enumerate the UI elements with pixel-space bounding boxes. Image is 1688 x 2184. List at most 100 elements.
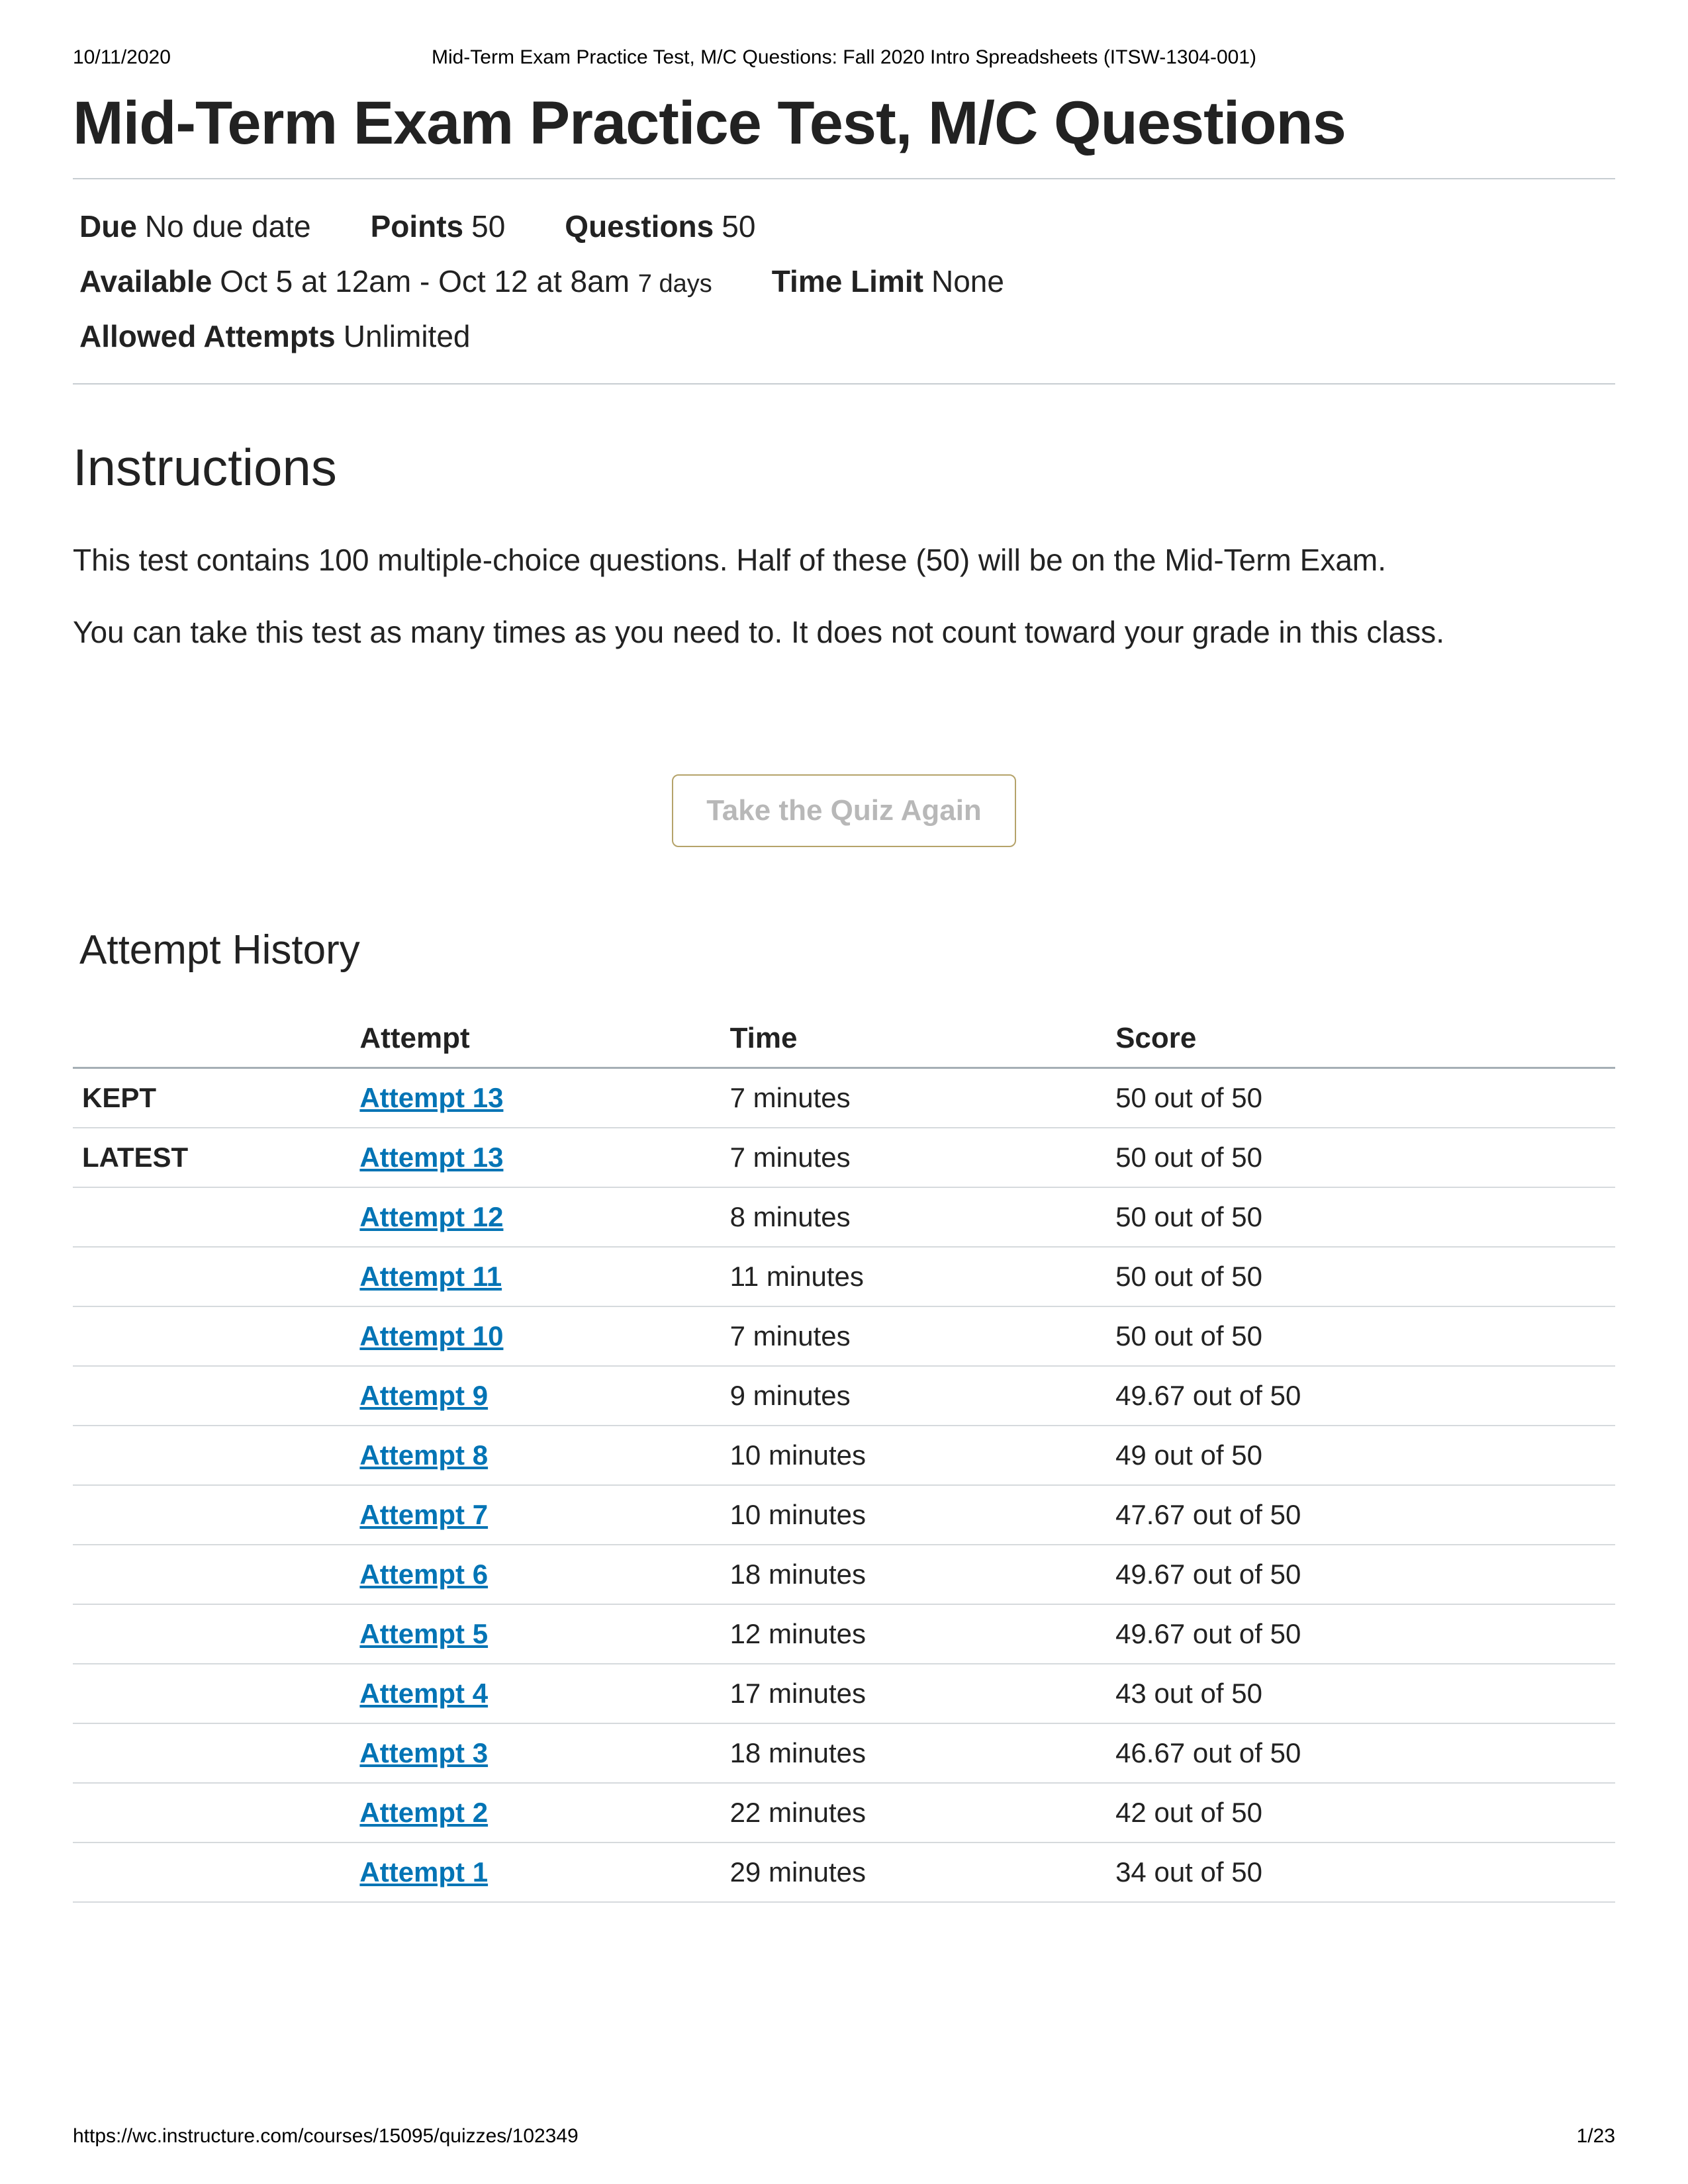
row-score: 49 out of 50 bbox=[1106, 1426, 1615, 1485]
meta-points-value: 50 bbox=[471, 209, 505, 244]
row-score: 49.67 out of 50 bbox=[1106, 1366, 1615, 1426]
attempt-link[interactable]: Attempt 4 bbox=[359, 1678, 488, 1709]
table-row: Attempt 1111 minutes50 out of 50 bbox=[73, 1247, 1615, 1306]
row-score: 50 out of 50 bbox=[1106, 1187, 1615, 1247]
row-flag bbox=[73, 1604, 350, 1664]
row-attempt-cell: Attempt 1 bbox=[350, 1843, 720, 1902]
row-attempt-cell: Attempt 4 bbox=[350, 1664, 720, 1723]
take-quiz-wrap: Take the Quiz Again bbox=[73, 774, 1615, 847]
row-score: 49.67 out of 50 bbox=[1106, 1545, 1615, 1604]
page-container: 10/11/2020 Mid-Term Exam Practice Test, … bbox=[0, 0, 1688, 2184]
print-footer-page: 1/23 bbox=[1577, 2125, 1615, 2148]
meta-due-label: Due bbox=[79, 209, 137, 244]
page-title: Mid-Term Exam Practice Test, M/C Questio… bbox=[73, 89, 1615, 158]
row-time: 7 minutes bbox=[721, 1128, 1107, 1187]
meta-available-label: Available bbox=[79, 264, 212, 298]
table-row: LATEST Attempt 13 7 minutes50 out of 50 bbox=[73, 1128, 1615, 1187]
row-flag: KEPT bbox=[73, 1068, 350, 1128]
row-flag bbox=[73, 1187, 350, 1247]
row-attempt-cell: Attempt 12 bbox=[350, 1187, 720, 1247]
attempt-link[interactable]: Attempt 8 bbox=[359, 1439, 488, 1471]
row-time: 18 minutes bbox=[721, 1545, 1107, 1604]
row-score: 42 out of 50 bbox=[1106, 1783, 1615, 1843]
col-score-header: Score bbox=[1106, 1010, 1615, 1068]
meta-timelimit: Time LimitNone bbox=[772, 254, 1004, 309]
row-attempt-cell: Attempt 3 bbox=[350, 1723, 720, 1783]
row-attempt-cell: Attempt 6 bbox=[350, 1545, 720, 1604]
print-header: 10/11/2020 Mid-Term Exam Practice Test, … bbox=[73, 46, 1615, 69]
meta-timelimit-label: Time Limit bbox=[772, 264, 923, 298]
row-time: 7 minutes bbox=[721, 1068, 1107, 1128]
attempt-link[interactable]: Attempt 2 bbox=[359, 1797, 488, 1828]
table-row: Attempt 9 9 minutes49.67 out of 50 bbox=[73, 1366, 1615, 1426]
meta-questions-label: Questions bbox=[565, 209, 714, 244]
row-flag bbox=[73, 1664, 350, 1723]
row-score: 50 out of 50 bbox=[1106, 1068, 1615, 1128]
attempt-link[interactable]: Attempt 12 bbox=[359, 1201, 503, 1232]
meta-attempts-value: Unlimited bbox=[344, 319, 471, 353]
row-time: 10 minutes bbox=[721, 1485, 1107, 1545]
row-attempt-cell: Attempt 13 bbox=[350, 1128, 720, 1187]
table-header-row: Attempt Time Score bbox=[73, 1010, 1615, 1068]
row-score: 46.67 out of 50 bbox=[1106, 1723, 1615, 1783]
row-time: 18 minutes bbox=[721, 1723, 1107, 1783]
row-attempt-cell: Attempt 8 bbox=[350, 1426, 720, 1485]
table-row: Attempt 7 10 minutes47.67 out of 50 bbox=[73, 1485, 1615, 1545]
row-flag bbox=[73, 1306, 350, 1366]
table-row: Attempt 512 minutes49.67 out of 50 bbox=[73, 1604, 1615, 1664]
meta-points: Points50 bbox=[371, 199, 506, 254]
row-time: 9 minutes bbox=[721, 1366, 1107, 1426]
instructions-p1: This test contains 100 multiple-choice q… bbox=[73, 537, 1615, 583]
row-time: 8 minutes bbox=[721, 1187, 1107, 1247]
meta-attempts-label: Allowed Attempts bbox=[79, 319, 336, 353]
instructions-heading: Instructions bbox=[73, 437, 1615, 498]
row-flag: LATEST bbox=[73, 1128, 350, 1187]
meta-questions: Questions50 bbox=[565, 199, 755, 254]
print-footer-url: https://wc.instructure.com/courses/15095… bbox=[73, 2125, 579, 2148]
row-attempt-cell: Attempt 11 bbox=[350, 1247, 720, 1306]
attempt-link[interactable]: Attempt 13 bbox=[359, 1142, 503, 1173]
meta-available: AvailableOct 5 at 12am - Oct 12 at 8am 7… bbox=[79, 254, 712, 309]
row-flag bbox=[73, 1723, 350, 1783]
col-flag-header bbox=[73, 1010, 350, 1068]
print-footer: https://wc.instructure.com/courses/15095… bbox=[73, 2125, 1615, 2148]
attempt-link[interactable]: Attempt 6 bbox=[359, 1559, 488, 1590]
take-quiz-again-button[interactable]: Take the Quiz Again bbox=[672, 774, 1016, 847]
row-attempt-cell: Attempt 10 bbox=[350, 1306, 720, 1366]
row-flag bbox=[73, 1545, 350, 1604]
attempt-link[interactable]: Attempt 10 bbox=[359, 1320, 503, 1351]
table-row: Attempt 222 minutes42 out of 50 bbox=[73, 1783, 1615, 1843]
print-title: Mid-Term Exam Practice Test, M/C Questio… bbox=[338, 46, 1350, 69]
row-score: 50 out of 50 bbox=[1106, 1247, 1615, 1306]
attempt-link[interactable]: Attempt 3 bbox=[359, 1737, 488, 1768]
row-flag bbox=[73, 1366, 350, 1426]
row-score: 50 out of 50 bbox=[1106, 1128, 1615, 1187]
row-score: 47.67 out of 50 bbox=[1106, 1485, 1615, 1545]
quiz-meta: DueNo due date Points50 Questions50 Avai… bbox=[73, 178, 1615, 385]
row-attempt-cell: Attempt 9 bbox=[350, 1366, 720, 1426]
row-time: 17 minutes bbox=[721, 1664, 1107, 1723]
row-attempt-cell: Attempt 2 bbox=[350, 1783, 720, 1843]
attempt-link[interactable]: Attempt 11 bbox=[359, 1261, 502, 1292]
row-score: 50 out of 50 bbox=[1106, 1306, 1615, 1366]
row-flag bbox=[73, 1485, 350, 1545]
col-time-header: Time bbox=[721, 1010, 1107, 1068]
row-attempt-cell: Attempt 7 bbox=[350, 1485, 720, 1545]
row-score: 34 out of 50 bbox=[1106, 1843, 1615, 1902]
attempt-link[interactable]: Attempt 13 bbox=[359, 1082, 503, 1113]
attempt-history-table: Attempt Time Score KEPT Attempt 13 7 minut… bbox=[73, 1010, 1615, 1903]
meta-due: DueNo due date bbox=[79, 199, 311, 254]
meta-timelimit-value: None bbox=[931, 264, 1004, 298]
attempt-link[interactable]: Attempt 1 bbox=[359, 1856, 488, 1888]
row-flag bbox=[73, 1843, 350, 1902]
attempt-link[interactable]: Attempt 7 bbox=[359, 1499, 488, 1530]
row-attempt-cell: Attempt 13 bbox=[350, 1068, 720, 1128]
table-row: Attempt 129 minutes34 out of 50 bbox=[73, 1843, 1615, 1902]
attempt-link[interactable]: Attempt 9 bbox=[359, 1380, 488, 1411]
table-row: Attempt 417 minutes43 out of 50 bbox=[73, 1664, 1615, 1723]
row-attempt-cell: Attempt 5 bbox=[350, 1604, 720, 1664]
row-time: 10 minutes bbox=[721, 1426, 1107, 1485]
table-row: Attempt 107 minutes50 out of 50 bbox=[73, 1306, 1615, 1366]
attempt-link[interactable]: Attempt 5 bbox=[359, 1618, 488, 1649]
meta-attempts: Allowed AttemptsUnlimited bbox=[79, 309, 471, 364]
